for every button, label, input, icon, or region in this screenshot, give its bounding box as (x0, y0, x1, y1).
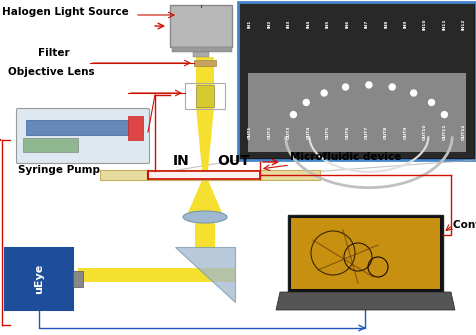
Bar (193, 52, 208, 57)
Text: IN8: IN8 (383, 20, 387, 28)
Text: IN1: IN1 (248, 20, 251, 28)
FancyBboxPatch shape (17, 109, 149, 163)
Text: Control Unit: Control Unit (452, 220, 476, 230)
Text: OUT9: OUT9 (403, 125, 407, 139)
Text: OUT8: OUT8 (383, 125, 387, 139)
Bar (196, 57, 214, 60)
Bar (172, 47, 231, 52)
Text: OUT1: OUT1 (248, 125, 251, 139)
Circle shape (440, 112, 446, 118)
Text: IN4: IN4 (306, 20, 310, 28)
Bar (196, 66, 214, 85)
Bar (195, 223, 215, 248)
Circle shape (342, 84, 348, 90)
Text: Filter: Filter (38, 48, 69, 58)
Text: OUT10: OUT10 (422, 124, 426, 140)
Text: Microfluidic device: Microfluidic device (289, 152, 400, 162)
Text: OUT2: OUT2 (267, 125, 271, 139)
Text: OUT7: OUT7 (364, 125, 368, 139)
Circle shape (427, 99, 434, 106)
Circle shape (290, 112, 296, 118)
Bar (73, 271, 83, 287)
Text: OUT12: OUT12 (461, 124, 465, 140)
Bar (148, 171, 259, 179)
Bar (239, 4, 473, 158)
Bar (238, 2, 475, 160)
Text: IN7: IN7 (364, 20, 368, 28)
Polygon shape (196, 107, 214, 170)
Polygon shape (276, 292, 454, 310)
Text: Syringe Pump: Syringe Pump (18, 165, 100, 175)
Circle shape (388, 84, 395, 90)
Text: OUT4: OUT4 (306, 125, 310, 139)
Text: OUT5: OUT5 (325, 125, 329, 139)
Polygon shape (187, 180, 223, 215)
Text: OUT6: OUT6 (345, 125, 348, 139)
Text: IN9: IN9 (403, 20, 407, 28)
Text: Halogen Light Source: Halogen Light Source (2, 7, 129, 17)
Bar (169, 5, 231, 47)
Bar (194, 60, 216, 66)
Bar (128, 116, 143, 140)
Text: IN11: IN11 (442, 18, 446, 30)
Circle shape (365, 82, 371, 88)
Bar (185, 83, 225, 109)
Text: OUT11: OUT11 (442, 124, 446, 140)
Text: IN: IN (173, 154, 189, 168)
Text: IN5: IN5 (325, 20, 329, 28)
Text: IN2: IN2 (267, 20, 271, 28)
Bar (100, 170, 319, 180)
Bar (23, 138, 78, 152)
Text: IN10: IN10 (422, 18, 426, 30)
Polygon shape (175, 247, 235, 302)
Text: IN3: IN3 (286, 20, 290, 28)
Text: uEye: uEye (34, 264, 44, 294)
FancyBboxPatch shape (288, 215, 442, 292)
Text: OUT3: OUT3 (286, 125, 290, 139)
Bar (248, 73, 465, 152)
Circle shape (410, 90, 416, 96)
Bar (290, 218, 439, 289)
Bar (196, 85, 214, 107)
Bar (78, 268, 235, 282)
Text: OUT: OUT (217, 154, 249, 168)
Ellipse shape (183, 211, 227, 223)
Text: Objective Lens: Objective Lens (8, 67, 94, 77)
Circle shape (320, 90, 327, 96)
Text: IN12: IN12 (461, 18, 465, 30)
Bar (5, 248, 73, 310)
Text: IN6: IN6 (345, 20, 348, 28)
Circle shape (303, 99, 308, 106)
Bar (26, 120, 131, 135)
